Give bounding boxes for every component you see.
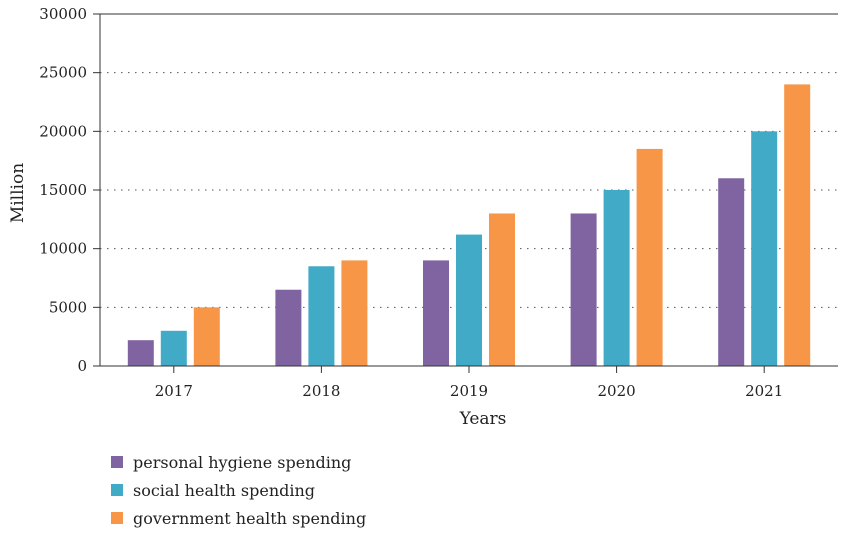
legend-swatch (111, 484, 123, 496)
legend-label: social health spending (133, 481, 315, 500)
legend-label: government health spending (133, 509, 366, 528)
bar-2021-2 (784, 84, 810, 366)
x-tick-label: 2018 (302, 382, 340, 400)
x-tick-label: 2020 (598, 382, 636, 400)
x-tick-label: 2019 (450, 382, 488, 400)
y-axis-title: Million (8, 163, 28, 223)
legend-label: personal hygiene spending (133, 453, 351, 472)
bar-2017-0 (128, 340, 154, 366)
y-tick-label: 30000 (39, 5, 87, 23)
bar-2018-2 (341, 260, 367, 366)
y-tick-label: 20000 (39, 122, 87, 140)
bar-2019-1 (456, 235, 482, 366)
bar-2020-2 (637, 149, 663, 366)
bar-2018-0 (275, 290, 301, 366)
bar-2017-1 (161, 331, 187, 366)
bar-2018-1 (308, 266, 334, 366)
y-tick-label: 5000 (49, 298, 87, 316)
y-tick-label: 15000 (39, 181, 87, 199)
x-tick-label: 2017 (155, 382, 193, 400)
bar-2019-2 (489, 213, 515, 366)
x-tick-label: 2021 (745, 382, 783, 400)
legend: personal hygiene spending social health s… (111, 453, 366, 528)
bar-2020-0 (571, 213, 597, 366)
bar-2017-2 (194, 307, 220, 366)
bars (128, 84, 810, 366)
bar-2021-1 (751, 131, 777, 366)
legend-swatch (111, 512, 123, 524)
bar-2020-1 (604, 190, 630, 366)
y-tick-label: 10000 (39, 240, 87, 258)
y-tick-label: 25000 (39, 64, 87, 82)
legend-swatch (111, 456, 123, 468)
x-axis-title: Years (459, 409, 507, 429)
bar-2021-0 (718, 178, 744, 366)
y-tick-label: 0 (77, 357, 87, 375)
bar-2019-0 (423, 260, 449, 366)
